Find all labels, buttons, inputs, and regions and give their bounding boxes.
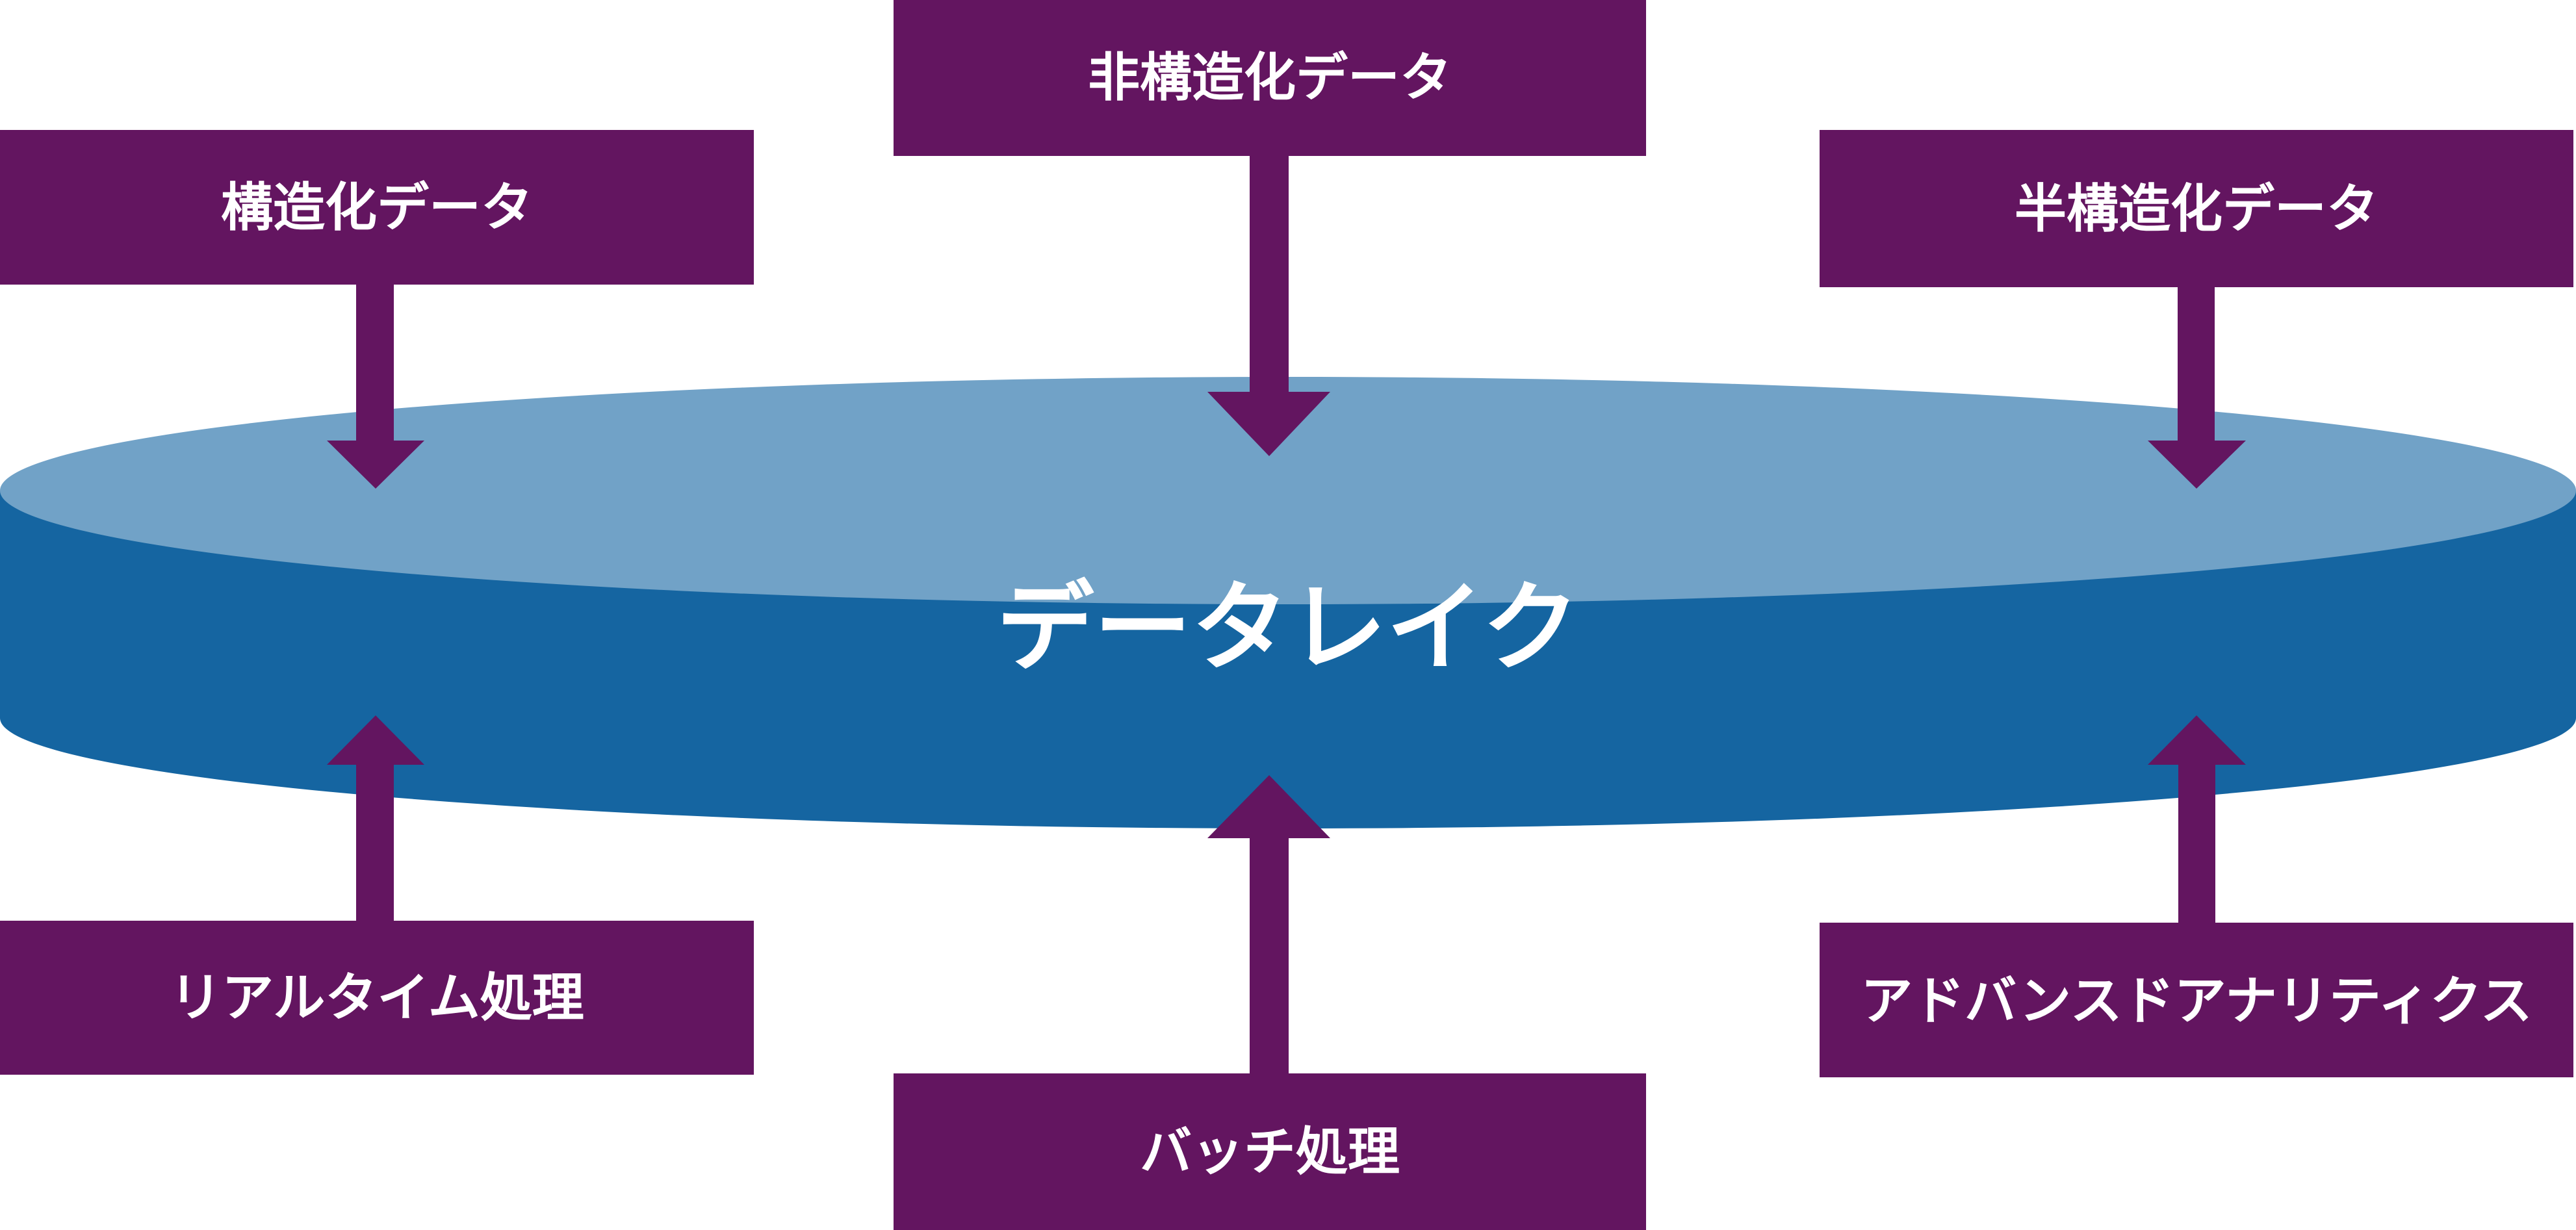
box-batch-processing: バッチ処理 bbox=[894, 1073, 1646, 1230]
arrow-lake-to-realtime bbox=[327, 715, 424, 921]
arrow-semi-structured-to-lake bbox=[2148, 287, 2246, 489]
data-lake-cylinder: データレイク bbox=[0, 377, 2576, 828]
box-advanced-analytics: アドバンスドアナリティクス bbox=[1820, 923, 2573, 1077]
box-semi-structured-data-label: 半構造化データ bbox=[2015, 179, 2378, 239]
box-structured-data-label: 構造化データ bbox=[221, 177, 533, 238]
data-lake-top-surface bbox=[0, 377, 2576, 604]
arrow-lake-to-batch bbox=[1207, 775, 1330, 1077]
box-realtime-processing-label: リアルタイム処理 bbox=[170, 967, 584, 1028]
box-advanced-analytics-label: アドバンスドアナリティクス bbox=[1861, 971, 2532, 1031]
box-structured-data: 構造化データ bbox=[0, 130, 754, 285]
box-unstructured-data-label: 非構造化データ bbox=[1088, 47, 1452, 108]
box-realtime-processing: リアルタイム処理 bbox=[0, 921, 754, 1075]
box-batch-processing-label: バッチ処理 bbox=[1140, 1121, 1400, 1182]
arrow-structured-to-lake bbox=[327, 285, 424, 489]
box-semi-structured-data: 半構造化データ bbox=[1820, 130, 2573, 287]
box-unstructured-data: 非構造化データ bbox=[894, 0, 1646, 156]
data-lake-label: データレイク bbox=[996, 572, 1579, 685]
arrow-lake-to-advanced-analytics bbox=[2148, 715, 2246, 923]
arrow-unstructured-to-lake bbox=[1207, 153, 1330, 456]
